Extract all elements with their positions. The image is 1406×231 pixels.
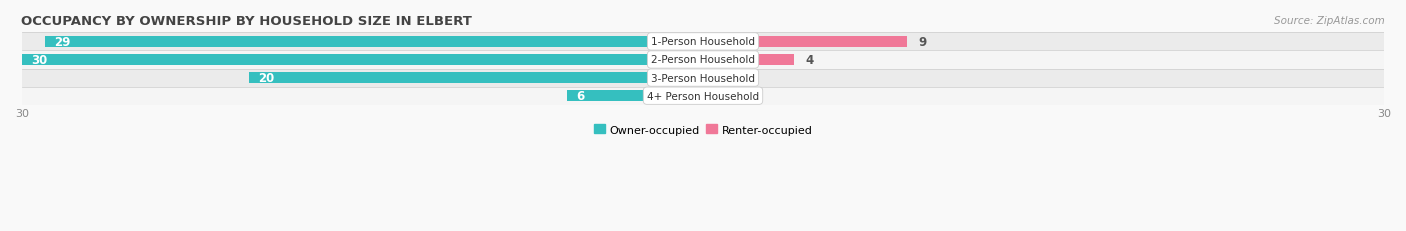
Bar	[703, 55, 794, 65]
Bar	[703, 37, 907, 47]
Text: 30: 30	[31, 54, 48, 67]
Bar	[22, 51, 1384, 69]
Text: 29: 29	[53, 36, 70, 49]
Bar	[567, 91, 703, 101]
Bar	[45, 37, 703, 47]
Text: 2-Person Household: 2-Person Household	[651, 55, 755, 65]
Text: Source: ZipAtlas.com: Source: ZipAtlas.com	[1274, 16, 1385, 26]
Text: 1-Person Household: 1-Person Household	[651, 37, 755, 47]
Bar	[703, 91, 721, 101]
Bar	[249, 73, 703, 83]
Text: 0: 0	[733, 90, 741, 103]
Bar	[22, 69, 1384, 87]
Legend: Owner-occupied, Renter-occupied: Owner-occupied, Renter-occupied	[589, 120, 817, 140]
Bar	[22, 55, 703, 65]
Bar	[703, 73, 721, 83]
Text: 3-Person Household: 3-Person Household	[651, 73, 755, 83]
Text: 4: 4	[806, 54, 814, 67]
Bar	[22, 33, 1384, 51]
Text: 20: 20	[259, 72, 274, 85]
Text: 6: 6	[576, 90, 583, 103]
Text: OCCUPANCY BY OWNERSHIP BY HOUSEHOLD SIZE IN ELBERT: OCCUPANCY BY OWNERSHIP BY HOUSEHOLD SIZE…	[21, 15, 471, 28]
Text: 9: 9	[918, 36, 927, 49]
Bar	[22, 87, 1384, 105]
Text: 4+ Person Household: 4+ Person Household	[647, 91, 759, 101]
Text: 0: 0	[733, 72, 741, 85]
